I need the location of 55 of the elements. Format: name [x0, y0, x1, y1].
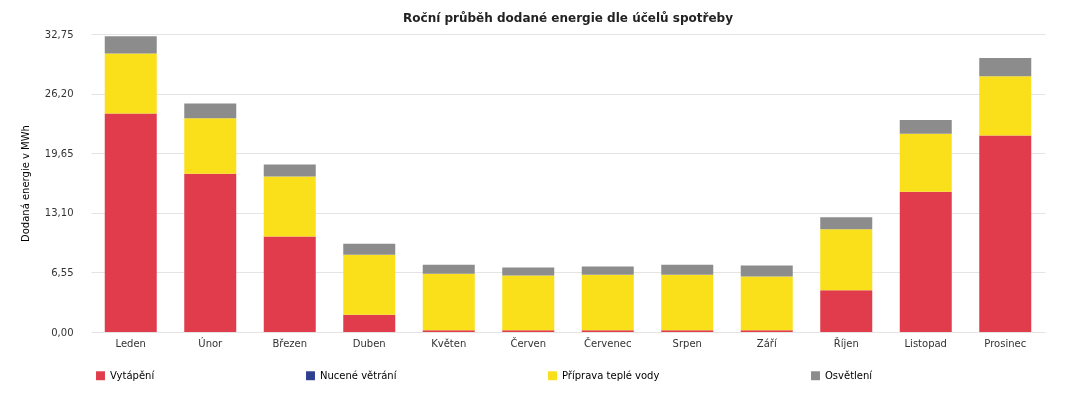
x-tick-label: Únor	[198, 336, 224, 349]
bar	[184, 118, 237, 174]
bar	[343, 314, 396, 332]
bar	[979, 76, 1032, 136]
bar	[740, 265, 793, 277]
x-tick-label: Listopad	[904, 337, 947, 349]
bar	[979, 58, 1032, 77]
y-tick-label: 0,00	[51, 326, 74, 338]
y-tick-label: 13,10	[44, 207, 74, 219]
y-tick-label: 6,55	[51, 266, 74, 278]
bar	[581, 266, 634, 275]
x-tick-label: Září	[756, 337, 778, 349]
x-tick-label: Červen	[510, 336, 547, 349]
x-tick-label: Květen	[431, 337, 467, 349]
bar	[820, 290, 873, 332]
bar	[263, 236, 316, 332]
legend-label: Vytápění	[110, 369, 156, 381]
x-tick-label: Duben	[352, 337, 386, 349]
y-tick-label: 26,20	[44, 88, 74, 100]
bar	[899, 191, 952, 332]
y-tick-label: 19,65	[44, 147, 74, 159]
bar	[899, 133, 952, 192]
bar	[104, 113, 157, 332]
bar	[661, 264, 714, 275]
bar	[422, 273, 475, 331]
bar	[343, 254, 396, 315]
bar	[184, 173, 237, 332]
bar	[820, 217, 873, 230]
bar	[899, 119, 952, 134]
bar	[581, 274, 634, 331]
bar	[502, 267, 555, 276]
bar	[502, 275, 555, 331]
bar	[184, 103, 237, 119]
x-tick-label: Říjen	[833, 336, 859, 349]
x-tick-label: Prosinec	[984, 337, 1027, 349]
x-tick-label: Srpen	[672, 337, 702, 349]
x-tick-label: Leden	[115, 337, 146, 349]
bar	[104, 36, 157, 54]
y-axis-title: Dodaná energie v MWh	[19, 125, 31, 242]
bar	[979, 135, 1032, 332]
bar	[263, 176, 316, 237]
bar	[422, 264, 475, 274]
bar	[740, 276, 793, 331]
legend-label: Osvětlení	[825, 369, 874, 381]
chart-title: Roční průběh dodané energie dle účelů spotřeby	[403, 11, 734, 25]
legend-label: Nucené větrání	[320, 369, 398, 381]
bar	[104, 53, 157, 114]
x-tick-label: Březen	[272, 337, 308, 349]
bar	[820, 229, 873, 291]
legend-label: Příprava teplé vody	[562, 369, 660, 381]
bar	[661, 274, 714, 331]
bar	[263, 164, 316, 177]
x-tick-label: Červenec	[584, 336, 632, 349]
bar	[343, 243, 396, 255]
y-tick-label: 32,75	[44, 28, 74, 40]
